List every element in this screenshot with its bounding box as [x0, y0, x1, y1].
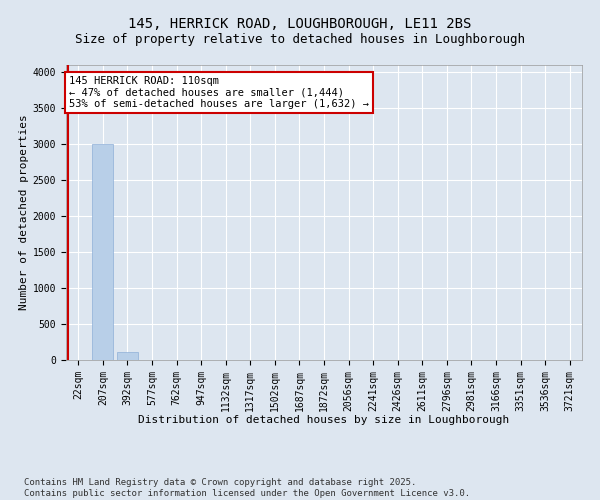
Bar	[117, 352, 138, 360]
Text: 145 HERRICK ROAD: 110sqm
← 47% of detached houses are smaller (1,444)
53% of sem: 145 HERRICK ROAD: 110sqm ← 47% of detach…	[69, 76, 369, 109]
Text: Size of property relative to detached houses in Loughborough: Size of property relative to detached ho…	[75, 32, 525, 46]
Text: Contains HM Land Registry data © Crown copyright and database right 2025.
Contai: Contains HM Land Registry data © Crown c…	[24, 478, 470, 498]
X-axis label: Distribution of detached houses by size in Loughborough: Distribution of detached houses by size …	[139, 415, 509, 425]
Bar	[92, 144, 113, 360]
Text: 145, HERRICK ROAD, LOUGHBOROUGH, LE11 2BS: 145, HERRICK ROAD, LOUGHBOROUGH, LE11 2B…	[128, 18, 472, 32]
Y-axis label: Number of detached properties: Number of detached properties	[19, 114, 29, 310]
